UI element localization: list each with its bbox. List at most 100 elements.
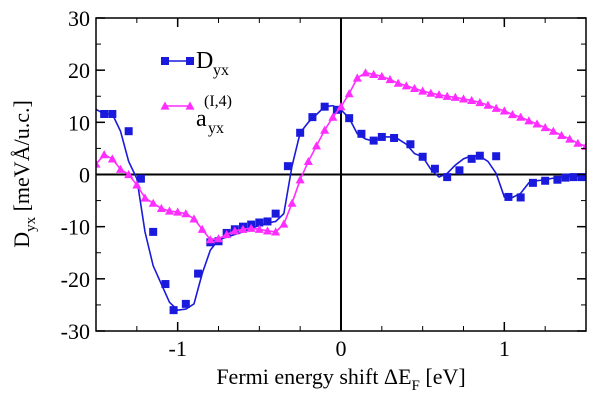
data-point-square xyxy=(255,218,264,227)
data-point-triangle xyxy=(344,89,354,98)
y-tick-label: -30 xyxy=(61,319,90,344)
data-point-triangle xyxy=(99,150,109,159)
data-point-triangle xyxy=(320,125,330,134)
data-point-triangle xyxy=(540,123,550,132)
x-axis-title-main: Fermi energy shift ΔE xyxy=(216,364,411,389)
data-point-triangle xyxy=(197,224,207,233)
data-point-square xyxy=(100,109,109,118)
data-point-triangle xyxy=(369,69,379,78)
data-point-square xyxy=(418,152,427,161)
data-point-triangle xyxy=(385,75,395,84)
data-point-square xyxy=(390,133,399,142)
data-point-triangle xyxy=(499,106,509,115)
data-point-square xyxy=(377,132,386,141)
data-point-triangle xyxy=(189,214,199,223)
data-point-square xyxy=(561,173,570,182)
y-axis-title: Dyx [meVÅ/u.c.] xyxy=(9,100,39,248)
x-tick-label: 0 xyxy=(336,336,347,361)
data-point-square xyxy=(345,114,354,123)
data-point-triangle xyxy=(107,154,117,163)
data-point-triangle xyxy=(156,203,166,213)
x-axis-title-unit: [eV] xyxy=(420,364,466,389)
data-point-triangle xyxy=(442,91,452,100)
data-point-square xyxy=(553,175,562,184)
data-point-triangle xyxy=(467,95,477,105)
data-point-triangle xyxy=(361,68,370,77)
legend-marker-square xyxy=(161,57,169,65)
y-tick-label: 10 xyxy=(68,110,90,135)
data-point-square xyxy=(320,102,329,111)
data-point-square xyxy=(528,178,537,187)
data-point-triangle xyxy=(214,234,223,243)
data-point-triangle xyxy=(303,156,313,166)
legend-label-sup: (I,4) xyxy=(204,93,232,110)
data-point-triangle xyxy=(450,92,460,101)
data-point-square xyxy=(136,174,145,183)
data-point-square xyxy=(108,109,117,118)
data-point-triangle xyxy=(459,94,468,103)
data-point-triangle xyxy=(287,198,297,207)
data-point-square xyxy=(169,306,178,315)
data-point-triangle xyxy=(524,116,534,125)
data-point-triangle xyxy=(557,130,566,139)
data-point-triangle xyxy=(377,71,387,81)
data-point-triangle xyxy=(548,126,558,135)
data-point-square xyxy=(149,227,158,236)
data-point-triangle xyxy=(401,81,411,90)
data-point-triangle xyxy=(181,209,191,218)
data-point-square xyxy=(283,162,292,171)
data-point-triangle xyxy=(246,223,256,232)
data-point-square xyxy=(406,140,415,149)
data-point-triangle xyxy=(140,193,150,202)
data-point-square xyxy=(430,164,439,173)
data-point-triangle xyxy=(491,103,501,112)
data-point-triangle xyxy=(205,235,215,244)
data-point-square xyxy=(467,154,476,163)
data-point-triangle xyxy=(116,164,125,173)
data-point-triangle xyxy=(483,100,493,109)
x-axis-title-sub: F xyxy=(412,378,420,393)
data-point-triangle xyxy=(165,206,174,215)
legend-entry-1: a(I,4) yx xyxy=(160,93,232,137)
data-point-square xyxy=(161,280,170,289)
data-point-triangle xyxy=(352,73,362,82)
data-point-triangle xyxy=(222,229,232,239)
series-1 xyxy=(96,68,586,244)
legend-entry-0: Dyx xyxy=(161,48,229,79)
y-tick-label: 30 xyxy=(68,6,90,31)
legend-label-main: a xyxy=(196,106,207,132)
data-point-triangle xyxy=(336,102,346,111)
data-point-square xyxy=(569,173,578,182)
data-point-triangle xyxy=(238,224,248,233)
data-point-square xyxy=(492,152,501,161)
data-point-square xyxy=(357,129,366,138)
x-axis-title: Fermi energy shift ΔEF [eV] xyxy=(216,364,465,393)
data-point-triangle xyxy=(532,119,542,128)
data-point-triangle xyxy=(475,98,485,107)
legend-marker-triangle xyxy=(160,101,170,110)
legend-label: Dyx xyxy=(196,48,229,79)
data-point-triangle xyxy=(410,83,419,93)
data-point-square xyxy=(181,299,190,308)
legend-marker-square xyxy=(186,57,194,65)
legend-label-main: D xyxy=(196,48,213,74)
series-layer xyxy=(96,68,586,315)
data-point-triangle xyxy=(581,141,586,150)
y-tick-label: 20 xyxy=(68,58,90,83)
data-point-square xyxy=(271,209,280,218)
y-axis-title-unit: [meVÅ/u.c.] xyxy=(9,100,34,217)
data-point-triangle xyxy=(279,219,289,228)
y-axis-title-sub: yx xyxy=(23,216,39,232)
data-point-triangle xyxy=(230,226,240,235)
data-point-triangle xyxy=(573,138,583,147)
data-point-triangle xyxy=(254,224,264,233)
legend: Dyx a(I,4) yx xyxy=(160,48,232,137)
data-point-triangle xyxy=(124,170,134,179)
data-point-triangle xyxy=(565,134,575,143)
data-point-square xyxy=(124,127,133,136)
data-point-triangle xyxy=(393,78,403,87)
data-point-square xyxy=(308,113,317,122)
data-point-square xyxy=(504,192,513,201)
data-point-triangle xyxy=(516,112,526,121)
